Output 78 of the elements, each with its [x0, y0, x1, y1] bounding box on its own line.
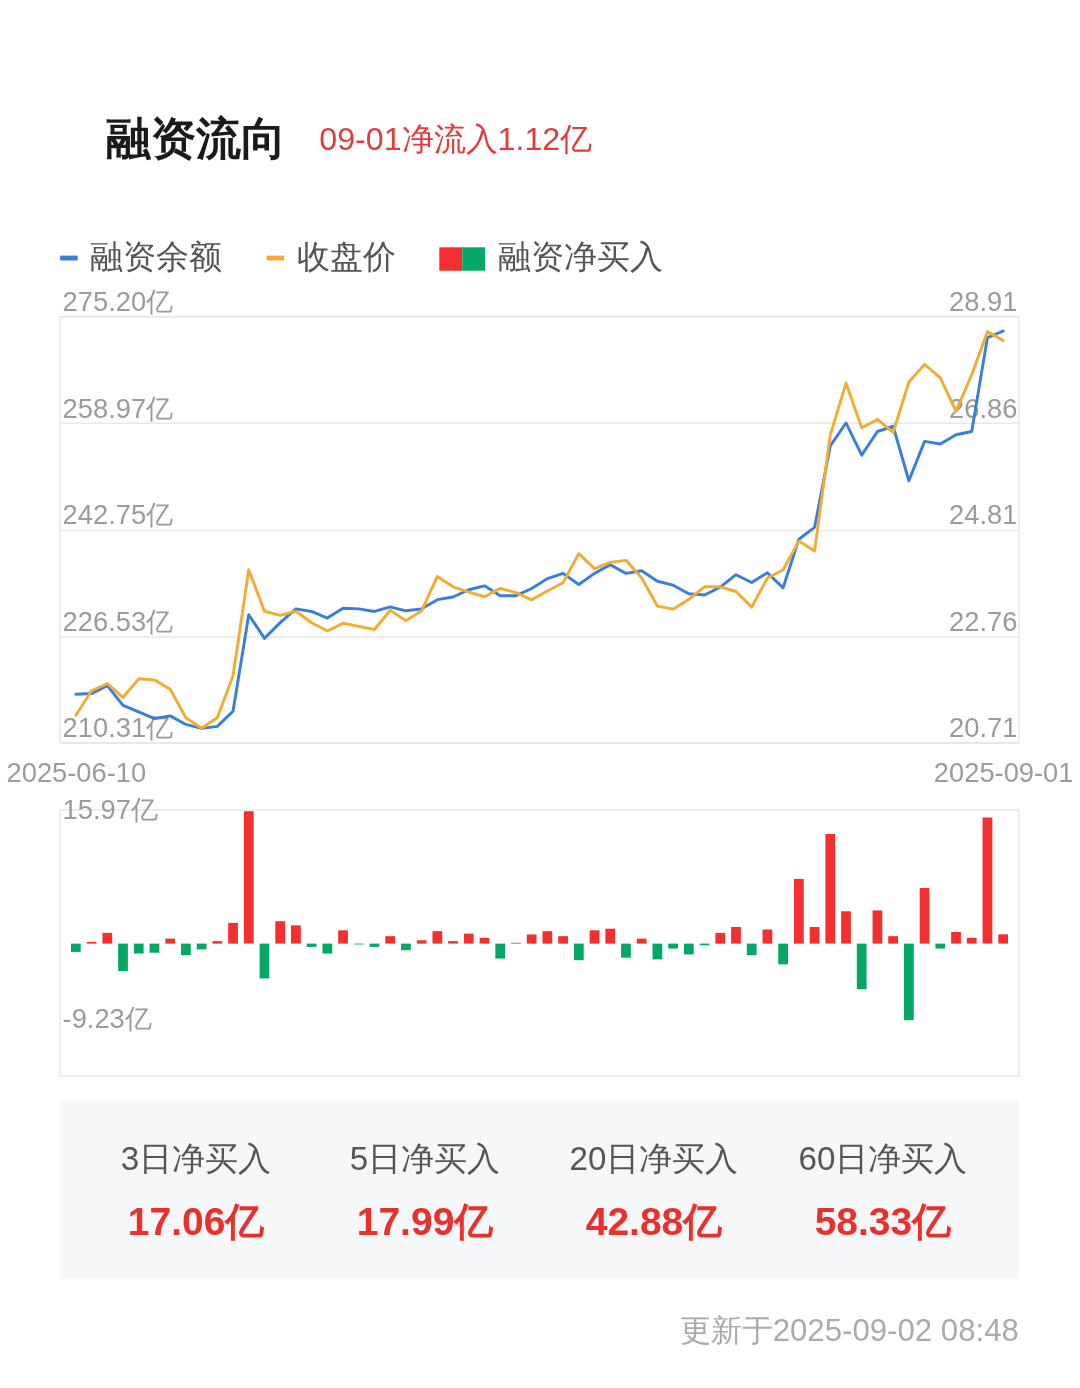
- bar: [621, 943, 631, 958]
- bar: [809, 927, 820, 944]
- bar: [322, 943, 333, 954]
- y-tick-label: -9.23亿: [62, 1003, 152, 1035]
- text: 17.06亿: [127, 1200, 265, 1244]
- y-tick-label: 15.97亿: [62, 794, 158, 826]
- y2-tick-label: 20.71: [949, 712, 1018, 744]
- bar: [668, 943, 678, 949]
- bar: [416, 940, 427, 944]
- bar: [463, 933, 474, 944]
- bar: [919, 888, 930, 944]
- text: 58.33亿: [814, 1200, 952, 1244]
- bar: [683, 943, 694, 955]
- bar: [275, 921, 286, 944]
- category-label: 3日净买入: [120, 1139, 272, 1177]
- bar: [448, 941, 458, 944]
- bar: [715, 932, 726, 944]
- bar: [731, 927, 741, 944]
- bar: [605, 928, 616, 944]
- bar: [432, 931, 443, 944]
- bar: [982, 817, 993, 944]
- category-label: 20日净买入: [569, 1139, 739, 1177]
- bar: [479, 937, 490, 944]
- bar: [903, 943, 914, 1021]
- bar: [966, 937, 977, 944]
- bar: [951, 931, 961, 944]
- category-label: 60日净买入: [798, 1139, 968, 1177]
- bar: [495, 943, 506, 959]
- bar: [636, 938, 647, 944]
- bar: [778, 943, 788, 965]
- bar: [872, 910, 883, 944]
- x-tick-label: 2025-09-01: [933, 757, 1074, 789]
- bar: [133, 943, 144, 954]
- y2-tick-label: 24.81: [949, 499, 1018, 531]
- y-tick-label: 226.53亿: [62, 605, 174, 637]
- bar: [259, 943, 270, 979]
- y-tick-label: 275.20亿: [62, 286, 174, 318]
- bar: [118, 943, 128, 971]
- bar: [228, 922, 238, 944]
- bar: [401, 943, 411, 951]
- text: 17.99亿: [356, 1200, 494, 1244]
- bar: [243, 811, 254, 944]
- bar: [935, 943, 946, 949]
- y2-tick-label: 22.76: [949, 605, 1018, 637]
- bar: [558, 936, 568, 944]
- bar: [589, 930, 600, 944]
- legend-label: 融资余额: [90, 237, 223, 275]
- bar: [338, 930, 348, 944]
- bar: [856, 943, 867, 990]
- bar: [793, 878, 804, 944]
- category-label: 5日净买入: [349, 1139, 501, 1177]
- y-tick-label: 242.75亿: [62, 499, 174, 531]
- text: 42.88亿: [585, 1200, 723, 1244]
- bar: [825, 834, 836, 944]
- bar: [165, 938, 176, 944]
- bar: [181, 943, 191, 956]
- bar: [149, 943, 160, 953]
- chart-subtitle: 09-01净流入1.12亿: [319, 120, 593, 157]
- bar: [212, 941, 223, 944]
- bar: [102, 932, 113, 944]
- bar: [888, 936, 899, 944]
- x-tick-label: 2025-06-10: [6, 757, 147, 789]
- bar: [746, 943, 757, 956]
- legend-label: 收盘价: [296, 237, 396, 275]
- bar: [573, 943, 584, 961]
- legend-label: 融资净买入: [497, 237, 663, 275]
- bar: [542, 931, 553, 944]
- bar: [291, 925, 301, 944]
- bar: [526, 934, 537, 944]
- bar: [762, 929, 773, 944]
- bar: [385, 936, 396, 944]
- bar: [70, 943, 81, 952]
- chart-title: 融资流向: [105, 112, 286, 164]
- text: 更新于2025-09-02 08:48: [679, 1312, 1019, 1348]
- bar: [841, 911, 851, 944]
- y2-tick-label: 28.91: [949, 286, 1018, 318]
- y-tick-label: 258.97亿: [62, 392, 174, 424]
- bar: [998, 934, 1009, 944]
